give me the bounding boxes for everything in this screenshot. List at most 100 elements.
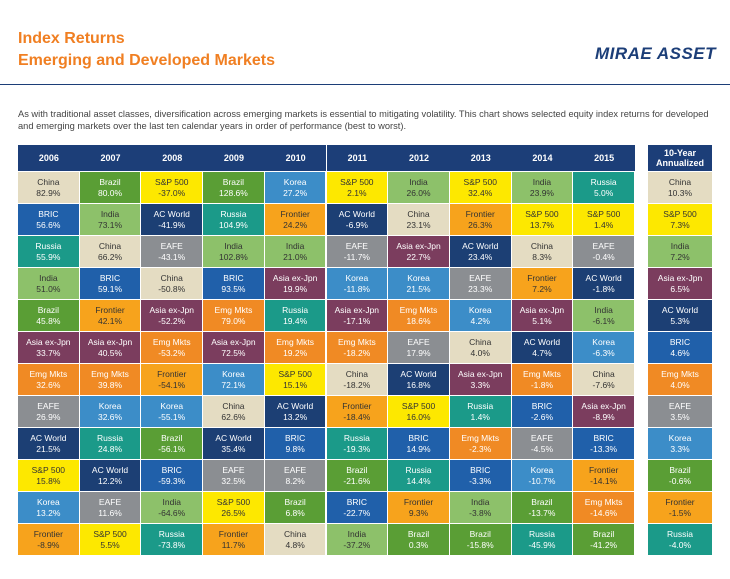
return-cell: Asia ex-Jpn 33.7% (18, 332, 79, 363)
market-name: China (98, 240, 122, 251)
return-value: 33.7% (36, 347, 61, 358)
market-name: Frontier (280, 208, 310, 219)
return-cell: EAFE 23.3% (449, 268, 511, 299)
return-value: -2.3% (469, 443, 492, 454)
return-value: 26.5% (221, 507, 246, 518)
year-header: 2015 (573, 145, 635, 171)
market-name: AC World (30, 432, 67, 443)
return-value: 80.0% (97, 187, 123, 198)
market-name: S&P 500 (278, 368, 312, 379)
return-value: -59.3% (158, 475, 186, 486)
return-value: 93.5% (221, 283, 246, 294)
return-value: 128.6% (219, 187, 248, 198)
return-value: -13.3% (590, 443, 618, 454)
return-cell: EAFE 17.9% (388, 332, 449, 363)
return-value: 26.0% (406, 187, 431, 198)
market-name: Russia (467, 400, 494, 411)
market-name: Brazil (284, 496, 306, 507)
market-name: Frontier (527, 272, 557, 283)
return-value: -50.8% (158, 283, 186, 294)
return-value: 23.9% (529, 187, 554, 198)
return-cell: Russia -4.0% (648, 524, 712, 555)
return-cell: China 10.3% (648, 172, 712, 203)
return-value: 14.4% (406, 475, 431, 486)
market-name: Frontier (95, 304, 125, 315)
market-name: Asia ex-Jpn (211, 336, 256, 347)
return-cell: BRIC 4.6% (648, 332, 712, 363)
return-value: 5.0% (593, 187, 614, 198)
market-name: India (532, 176, 552, 187)
return-value: 11.7% (221, 539, 246, 550)
market-name: Emg Mkts (584, 496, 623, 507)
year-header: 2013 (449, 145, 512, 171)
return-cell: Emg Mkts 79.0% (203, 300, 264, 331)
return-value: 21.5% (406, 283, 431, 294)
market-name: China (284, 528, 307, 539)
return-cell: Korea 27.2% (264, 172, 326, 203)
market-name: BRIC (161, 464, 182, 475)
divider (0, 84, 730, 85)
market-name: S&P 500 (155, 176, 189, 187)
market-name: AC World (153, 208, 190, 219)
return-cell: Asia ex-Jpn 5.1% (511, 300, 573, 331)
return-cell: S&P 500 5.5% (79, 524, 141, 555)
return-value: -13.7% (528, 507, 556, 518)
return-value: 7.2% (670, 251, 690, 262)
return-cell: EAFE 26.9% (18, 396, 79, 427)
market-name: BRIC (470, 464, 491, 475)
return-value: 0.3% (408, 539, 429, 550)
market-name: S&P 500 (663, 208, 697, 219)
market-name: Brazil (346, 464, 368, 475)
return-cell: BRIC -3.3% (449, 460, 511, 491)
return-value: -55.1% (158, 411, 186, 422)
market-name: EAFE (668, 400, 692, 411)
return-value: 5.5% (100, 539, 120, 550)
return-cell: India -3.8% (449, 492, 511, 523)
return-value: 8.3% (532, 251, 552, 262)
return-value: 2.1% (347, 187, 367, 198)
return-cell: Frontier 9.3% (388, 492, 449, 523)
market-name: Brazil (99, 176, 121, 187)
return-cell: China 82.9% (18, 172, 79, 203)
return-value: 66.2% (97, 251, 123, 262)
market-name: BRIC (223, 272, 244, 283)
return-cell: EAFE 32.5% (203, 460, 264, 491)
market-name: India (347, 528, 367, 539)
market-name: S&P 500 (463, 176, 497, 187)
return-value: -54.1% (158, 379, 186, 390)
return-value: 13.2% (283, 411, 308, 422)
return-cell: AC World 13.2% (264, 396, 326, 427)
market-name: Russia (220, 208, 247, 219)
return-value: 72.5% (221, 347, 246, 358)
market-name: China (469, 336, 492, 347)
return-cell: EAFE -43.1% (141, 236, 203, 267)
return-cell: S&P 500 13.7% (511, 204, 573, 235)
return-cell: BRIC 9.8% (264, 428, 326, 459)
return-cell: India -6.1% (573, 300, 634, 331)
market-name: Russia (97, 432, 124, 443)
return-value: -64.6% (158, 507, 186, 518)
return-cell: AC World -41.9% (141, 204, 203, 235)
return-cell: Asia ex-Jpn -8.9% (573, 396, 634, 427)
return-cell: AC World 21.5% (18, 428, 79, 459)
return-cell: Emg Mkts -18.2% (326, 332, 388, 363)
return-value: 40.5% (97, 347, 123, 358)
market-name: AC World (462, 240, 499, 251)
return-cell: Frontier -8.9% (18, 524, 79, 555)
year-header: 2014 (511, 145, 574, 171)
market-name: Frontier (157, 368, 187, 379)
return-value: 73.1% (97, 219, 123, 230)
market-name: EAFE (160, 240, 183, 251)
return-value: -56.1% (158, 443, 186, 454)
market-name: AC World (91, 464, 129, 475)
year-header: 2011 (326, 145, 389, 171)
return-cell: BRIC 93.5% (203, 268, 264, 299)
return-cell: Frontier -54.1% (141, 364, 203, 395)
year-header: 2008 (141, 145, 204, 171)
year-header: 2010 (264, 145, 327, 171)
market-name: Russia (405, 464, 432, 475)
return-cell: Brazil 128.6% (203, 172, 264, 203)
return-cell: India 26.0% (388, 172, 449, 203)
year-header: 2006 (18, 145, 80, 171)
